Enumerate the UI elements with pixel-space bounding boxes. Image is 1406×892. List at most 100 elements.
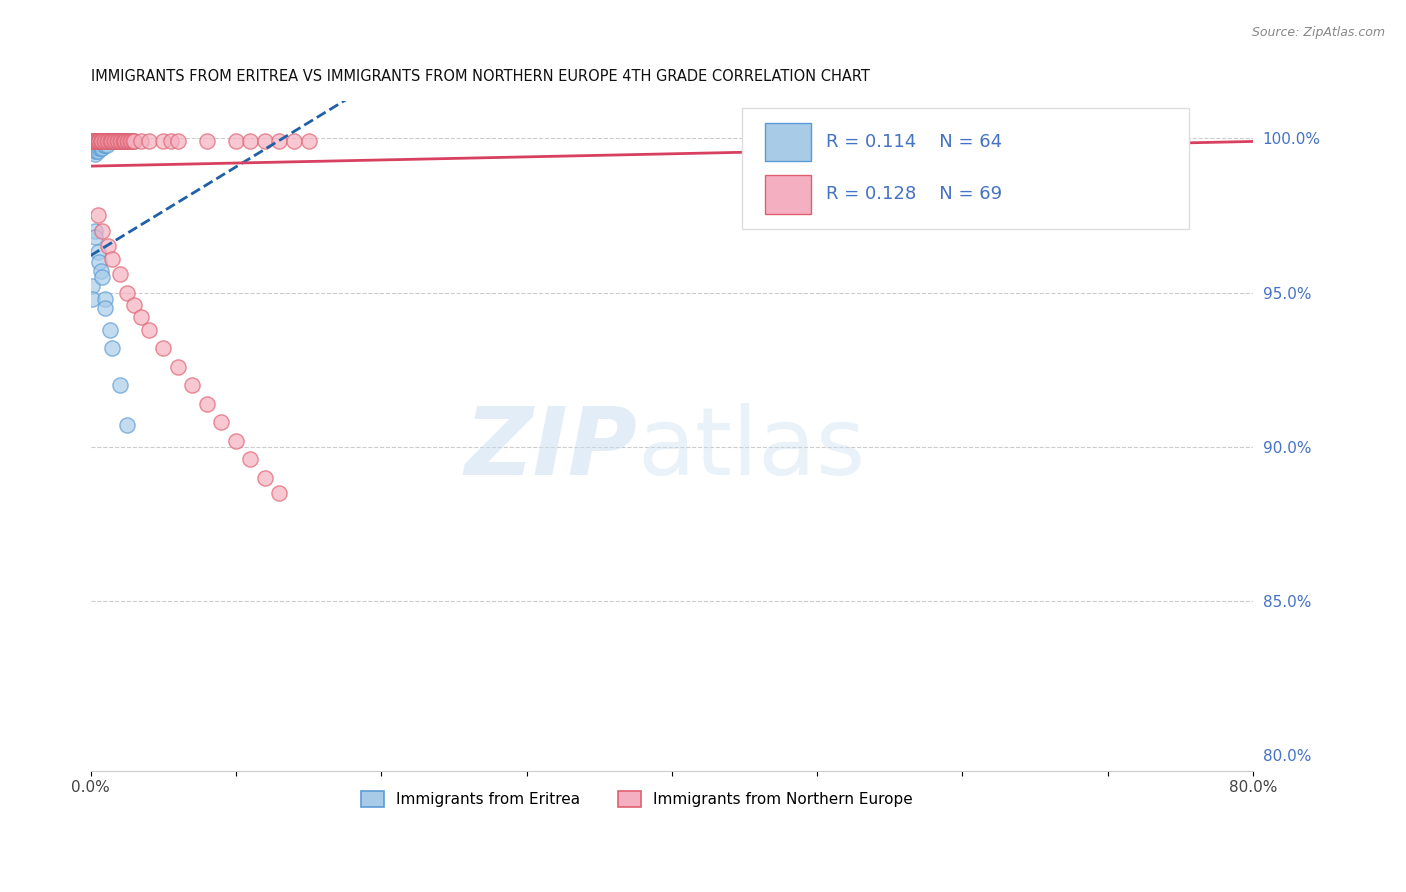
FancyBboxPatch shape bbox=[741, 108, 1189, 228]
Point bbox=[90, 137, 112, 152]
Point bbox=[114, 135, 136, 149]
Legend: Immigrants from Eritrea, Immigrants from Northern Europe: Immigrants from Eritrea, Immigrants from… bbox=[354, 785, 920, 814]
Point bbox=[253, 135, 276, 149]
Point bbox=[166, 135, 188, 149]
Point bbox=[209, 415, 232, 429]
Text: R = 0.114    N = 64: R = 0.114 N = 64 bbox=[827, 133, 1002, 151]
Point bbox=[98, 135, 121, 149]
Point bbox=[108, 135, 131, 149]
Point bbox=[87, 140, 110, 154]
Point bbox=[84, 135, 107, 149]
Point bbox=[84, 135, 107, 149]
Point bbox=[97, 135, 120, 149]
Point bbox=[138, 323, 160, 337]
Point bbox=[93, 135, 115, 149]
Point bbox=[225, 434, 247, 448]
Point bbox=[105, 135, 128, 149]
Point bbox=[83, 135, 105, 149]
Point bbox=[100, 135, 122, 149]
Point bbox=[90, 135, 112, 149]
Point bbox=[94, 301, 117, 315]
Point bbox=[166, 359, 188, 374]
Point bbox=[94, 135, 117, 149]
Point bbox=[84, 230, 107, 244]
Point bbox=[108, 378, 131, 392]
Point bbox=[108, 267, 131, 281]
Point bbox=[89, 254, 111, 268]
Point bbox=[91, 137, 114, 152]
Point bbox=[111, 135, 134, 149]
Point bbox=[87, 144, 110, 158]
Point bbox=[80, 135, 103, 149]
Point bbox=[104, 135, 127, 149]
Point bbox=[83, 135, 105, 149]
Point bbox=[87, 135, 110, 149]
Point bbox=[101, 341, 124, 355]
Point bbox=[86, 135, 108, 149]
Point bbox=[94, 137, 117, 152]
Point bbox=[122, 135, 145, 149]
Point bbox=[91, 135, 114, 149]
Point bbox=[103, 135, 125, 149]
Point bbox=[115, 285, 138, 300]
Text: IMMIGRANTS FROM ERITREA VS IMMIGRANTS FROM NORTHERN EUROPE 4TH GRADE CORRELATION: IMMIGRANTS FROM ERITREA VS IMMIGRANTS FR… bbox=[90, 69, 869, 84]
Point bbox=[84, 140, 107, 154]
Point bbox=[87, 245, 110, 260]
Point bbox=[101, 135, 124, 149]
Point bbox=[225, 135, 247, 149]
FancyBboxPatch shape bbox=[765, 175, 811, 214]
Point bbox=[91, 224, 114, 238]
Point bbox=[115, 418, 138, 433]
Point bbox=[89, 135, 111, 149]
Point bbox=[98, 135, 121, 149]
Point bbox=[94, 135, 117, 149]
Point bbox=[122, 135, 145, 149]
Point bbox=[110, 135, 132, 149]
Point bbox=[120, 135, 142, 149]
Point bbox=[114, 135, 136, 149]
Text: ZIP: ZIP bbox=[464, 403, 637, 495]
Point bbox=[83, 144, 105, 158]
Point bbox=[93, 135, 115, 149]
Point bbox=[101, 252, 124, 266]
Point bbox=[89, 140, 111, 154]
Point bbox=[297, 135, 319, 149]
Point bbox=[1097, 135, 1119, 149]
Point bbox=[108, 135, 131, 149]
Point bbox=[239, 135, 262, 149]
Point bbox=[103, 135, 125, 149]
Point bbox=[269, 135, 291, 149]
Point bbox=[115, 135, 138, 149]
Point bbox=[283, 135, 305, 149]
Point bbox=[90, 264, 112, 278]
Point bbox=[100, 135, 122, 149]
Point bbox=[131, 135, 153, 149]
Point bbox=[90, 140, 112, 154]
Text: R = 0.128    N = 69: R = 0.128 N = 69 bbox=[827, 186, 1002, 203]
Point bbox=[239, 452, 262, 467]
Point bbox=[91, 270, 114, 285]
Point bbox=[91, 135, 114, 149]
Point bbox=[138, 135, 160, 149]
Point bbox=[159, 135, 181, 149]
Point bbox=[104, 135, 127, 149]
Point bbox=[107, 135, 129, 149]
Point bbox=[107, 135, 129, 149]
Point bbox=[195, 135, 218, 149]
Point bbox=[112, 135, 135, 149]
Point bbox=[122, 298, 145, 312]
Point bbox=[80, 292, 103, 306]
Point bbox=[87, 135, 110, 149]
Point bbox=[195, 397, 218, 411]
Point bbox=[91, 140, 114, 154]
Point bbox=[115, 135, 138, 149]
Point bbox=[112, 135, 135, 149]
Point bbox=[120, 135, 142, 149]
Point bbox=[101, 135, 124, 149]
Point bbox=[80, 140, 103, 154]
Point bbox=[89, 135, 111, 149]
Point bbox=[84, 224, 107, 238]
Point bbox=[97, 239, 120, 253]
Point bbox=[97, 135, 120, 149]
Point bbox=[80, 279, 103, 293]
